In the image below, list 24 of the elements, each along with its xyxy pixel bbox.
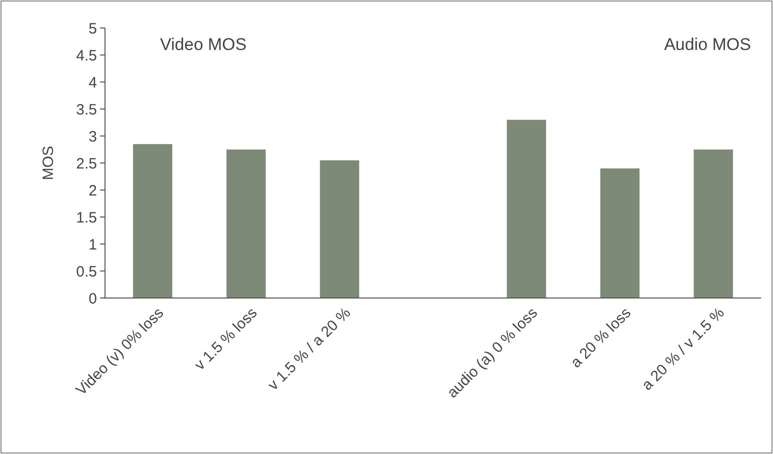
x-tick-label: v 1.5 % / a 20 % <box>264 304 354 394</box>
x-tick-label: v 1.5 % loss <box>191 304 261 374</box>
bar <box>600 168 640 298</box>
y-tick-label: 2.5 <box>76 155 97 172</box>
x-tick-label: a 20 % / v 1.5 % <box>638 304 728 394</box>
y-tick-label: 1 <box>88 236 97 254</box>
annotation: Video MOS <box>160 35 247 54</box>
x-tick-label: a 20 % loss <box>568 304 634 372</box>
y-tick-label: 2 <box>88 182 97 200</box>
y-axis-title: MOS <box>40 146 57 180</box>
y-tick-label: 0 <box>88 290 97 308</box>
y-tick-label: 5 <box>88 20 97 38</box>
bar <box>133 144 172 298</box>
y-tick-label: 0.5 <box>76 263 97 280</box>
bar <box>320 160 360 298</box>
y-tick-label: 4.5 <box>76 47 97 64</box>
annotation: Audio MOS <box>664 35 751 54</box>
y-tick-label: 3.5 <box>76 101 97 118</box>
y-tick-label: 1.5 <box>76 209 97 226</box>
bar <box>506 120 546 298</box>
y-tick-label: 4 <box>88 74 97 92</box>
y-tick-label: 3 <box>88 128 97 146</box>
bar <box>226 150 266 298</box>
bar <box>694 150 733 298</box>
